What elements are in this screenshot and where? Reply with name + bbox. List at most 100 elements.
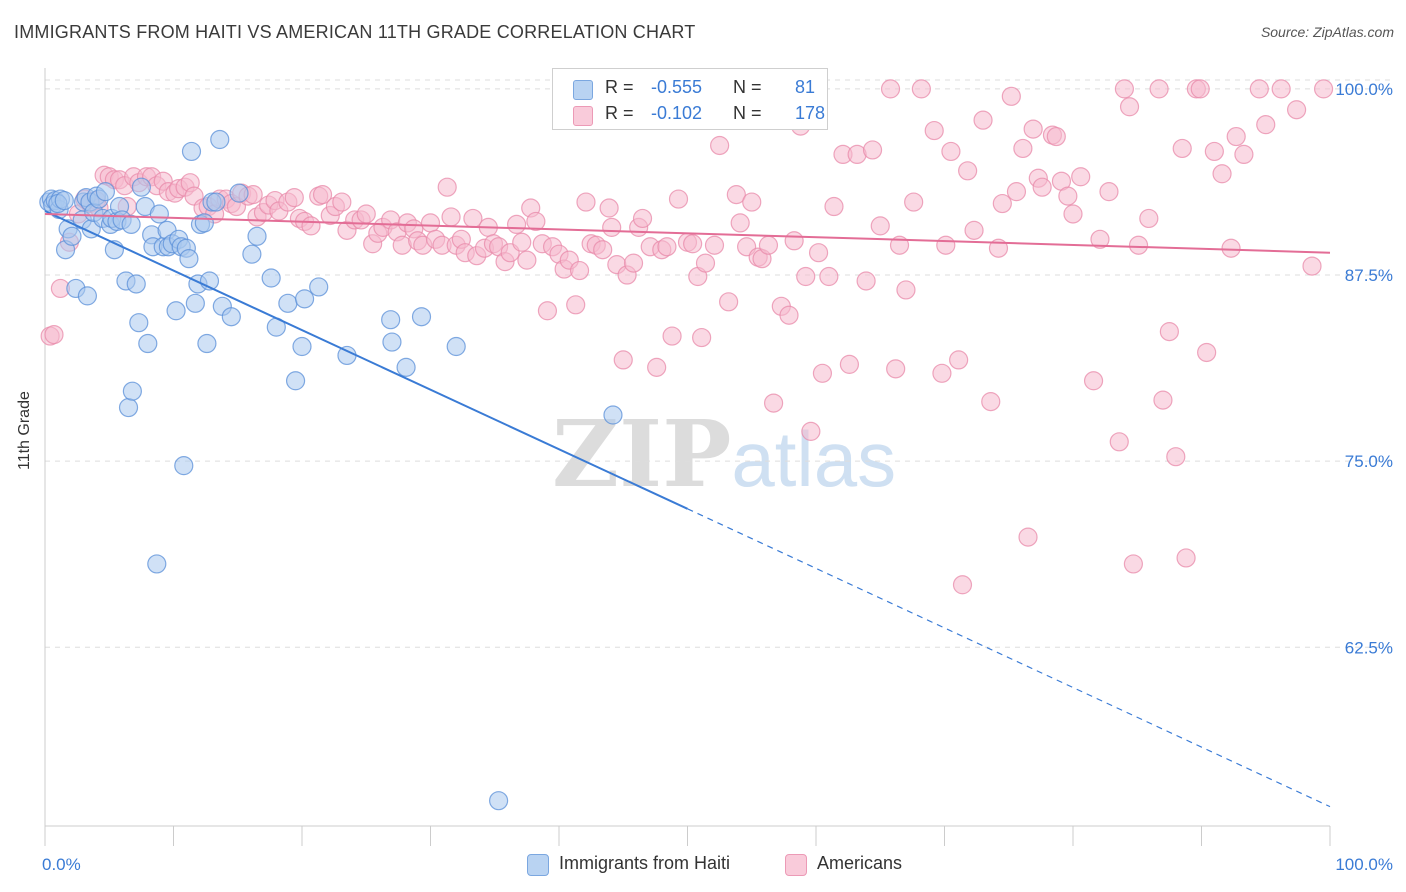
americans-point xyxy=(526,211,546,232)
haiti-point xyxy=(121,214,141,234)
haiti-point xyxy=(206,192,226,212)
data-points xyxy=(39,79,1334,811)
americans-point xyxy=(420,213,441,233)
haiti-point xyxy=(603,405,623,425)
americans-point xyxy=(695,253,716,273)
americans-point xyxy=(301,216,321,236)
americans-point xyxy=(1221,238,1241,258)
haiti-point xyxy=(95,182,115,202)
americans-point xyxy=(824,196,844,217)
haiti-point xyxy=(247,226,267,246)
americans-point xyxy=(958,161,978,181)
americans-point xyxy=(719,292,739,312)
americans-point xyxy=(1083,371,1104,391)
americans-point xyxy=(441,207,461,227)
haiti-trend-line-extrapolated xyxy=(687,508,1331,808)
americans-point xyxy=(668,189,689,209)
americans-point xyxy=(1114,79,1135,99)
americans-point xyxy=(1063,204,1083,224)
americans-point xyxy=(437,177,457,197)
r-value: -0.102 xyxy=(651,103,703,123)
americans-point xyxy=(284,187,304,208)
haiti-point xyxy=(126,274,146,294)
americans-point xyxy=(623,253,644,273)
americans-point xyxy=(952,575,973,595)
americans-point xyxy=(662,326,682,346)
americans-point xyxy=(576,192,596,212)
haiti-point xyxy=(54,190,74,211)
stats-legend: R = -0.555 N = 81 R = -0.102 N = 178 xyxy=(552,68,828,130)
americans-point xyxy=(763,393,784,413)
americans-point xyxy=(1128,235,1149,255)
haiti-point xyxy=(129,313,149,333)
americans-point xyxy=(692,327,712,348)
haiti-point xyxy=(181,141,202,162)
americans-point xyxy=(1071,167,1091,187)
americans-point xyxy=(808,243,829,263)
americans-point xyxy=(1286,100,1307,120)
americans-point xyxy=(949,350,969,370)
americans-point xyxy=(1119,97,1140,117)
series-legend: Immigrants from Haiti Americans xyxy=(0,852,1406,878)
tick-labels: 100.0% 87.5% 75.0% 62.5% 0.0% 100.0% xyxy=(42,80,1393,874)
haiti-point xyxy=(131,177,151,197)
americans-point xyxy=(1302,256,1322,276)
americans-point xyxy=(819,266,839,287)
americans-point xyxy=(784,231,804,251)
americans-point xyxy=(356,204,376,224)
haiti-point xyxy=(118,397,139,418)
haiti-legend-swatch xyxy=(527,854,549,876)
americans-point xyxy=(936,235,956,255)
americans-point xyxy=(710,135,730,156)
haiti-point xyxy=(194,213,214,233)
americans-point xyxy=(911,79,931,99)
americans-point xyxy=(1176,548,1196,568)
americans-legend-swatch xyxy=(785,854,807,876)
haiti-point xyxy=(446,336,466,357)
haiti-point xyxy=(292,336,312,357)
americans-point xyxy=(647,357,667,377)
y-tick-label: 75.0% xyxy=(1345,452,1393,471)
r-label: R = xyxy=(605,77,634,97)
haiti-point xyxy=(138,333,158,354)
americans-swatch xyxy=(573,106,593,126)
haiti-point xyxy=(147,554,167,574)
haiti-point xyxy=(174,456,194,476)
americans-point xyxy=(981,392,1001,412)
americans-point xyxy=(1139,208,1159,229)
americans-point xyxy=(1159,322,1179,342)
legend-label: Americans xyxy=(817,853,903,873)
source-credit: Source: ZipAtlas.com xyxy=(1260,24,1394,40)
americans-point xyxy=(1013,138,1033,159)
americans-point xyxy=(1058,186,1078,206)
haiti-trend-line xyxy=(44,210,688,510)
y-tick-label: 87.5% xyxy=(1345,266,1393,285)
americans-point xyxy=(1023,119,1043,139)
watermark: ZIPatlas xyxy=(552,400,896,508)
americans-point xyxy=(683,234,703,254)
americans-point xyxy=(1149,79,1169,99)
americans-point xyxy=(730,213,750,233)
americans-point xyxy=(1197,342,1217,363)
haiti-swatch xyxy=(573,80,593,100)
n-value: 81 xyxy=(795,77,816,97)
americans-point xyxy=(726,185,746,205)
americans-point xyxy=(1123,554,1143,574)
haiti-point xyxy=(261,268,281,288)
chart-title: IMMIGRANTS FROM HAITI VS AMERICAN 11TH G… xyxy=(14,22,696,42)
americans-point xyxy=(312,185,333,205)
y-tick-label: 100.0% xyxy=(1335,80,1393,99)
americans-point xyxy=(1109,432,1129,452)
americans-point xyxy=(758,235,779,255)
haiti-point xyxy=(381,310,401,330)
r-label: R = xyxy=(605,103,634,123)
americans-point xyxy=(512,232,532,252)
haiti-point xyxy=(62,226,82,246)
americans-point xyxy=(1001,86,1021,106)
americans-point xyxy=(599,198,619,218)
y-tick-label: 62.5% xyxy=(1345,638,1393,657)
americans-point xyxy=(1153,390,1173,410)
haiti-point xyxy=(149,204,169,224)
americans-point xyxy=(1018,527,1038,547)
